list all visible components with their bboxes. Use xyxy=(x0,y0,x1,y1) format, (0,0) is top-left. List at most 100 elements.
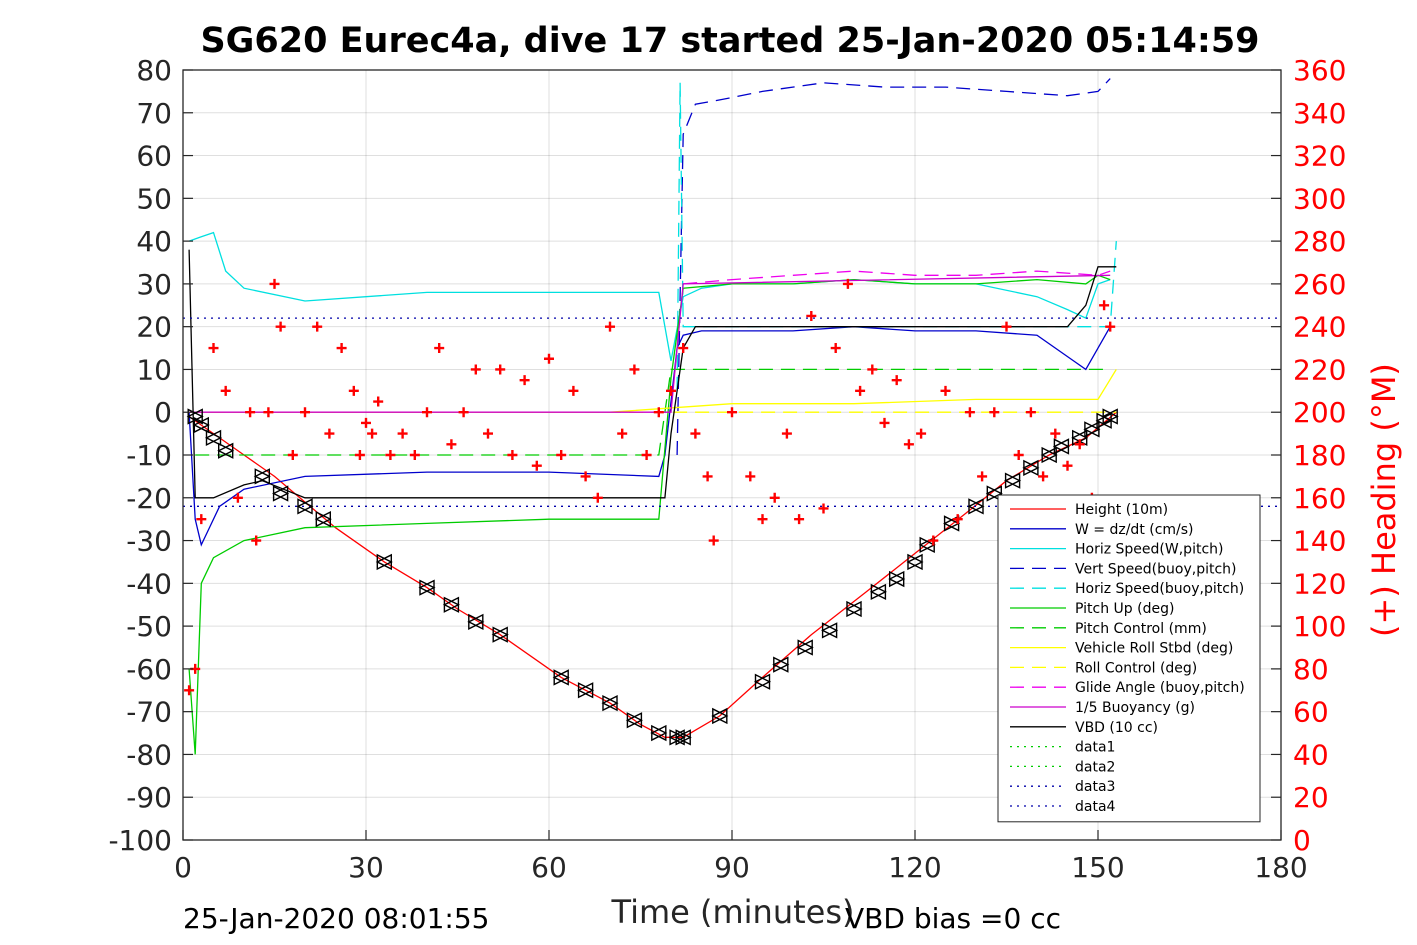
x-tick-label: 60 xyxy=(531,851,567,884)
heading-marker xyxy=(1074,439,1085,450)
heading-marker xyxy=(928,535,939,546)
heading-marker xyxy=(617,428,628,439)
y-tick-label: -90 xyxy=(126,781,172,814)
legend-entry: Vert Speed(buoy,pitch) xyxy=(1075,561,1237,577)
series-line-7 xyxy=(189,369,1117,413)
heading-marker xyxy=(745,471,756,482)
series-line-5 xyxy=(188,274,1111,755)
chart-title: SG620 Eurec4a, dive 17 started 25-Jan-20… xyxy=(200,21,1259,61)
series-line-9 xyxy=(683,270,1111,285)
right-y-tick-label: 20 xyxy=(1293,781,1329,814)
heading-marker xyxy=(641,450,652,460)
vbd-marker xyxy=(772,656,789,673)
heading-marker xyxy=(794,514,805,525)
heading-marker xyxy=(592,492,603,503)
vbd-marker xyxy=(985,485,1002,502)
y-tick-label: -50 xyxy=(126,610,172,643)
heading-marker xyxy=(458,407,469,418)
right-y-tick-label: 140 xyxy=(1293,525,1346,558)
vbd-marker xyxy=(1083,421,1100,438)
vbd-marker xyxy=(967,498,984,515)
heading-marker xyxy=(952,514,963,525)
heading-marker xyxy=(348,385,359,396)
heading-marker xyxy=(757,514,768,525)
legend-entry: Pitch Up (deg) xyxy=(1075,601,1174,617)
heading-marker xyxy=(507,450,518,460)
vbd-marker xyxy=(888,570,905,588)
heading-marker xyxy=(483,428,493,439)
legend-entry: Horiz Speed(W,pitch) xyxy=(1075,542,1223,558)
legend-entry: 1/5 Buoyancy (g) xyxy=(1075,700,1195,716)
vbd-marker xyxy=(601,694,618,712)
heading-marker xyxy=(903,439,914,450)
heading-marker xyxy=(580,471,591,482)
y-tick-label: 50 xyxy=(136,182,172,215)
legend: Height (10m) W = dz/dt (cm/s) Horiz Speed(… xyxy=(997,494,1261,823)
right-y-tick-label: 300 xyxy=(1293,182,1346,215)
heading-marker xyxy=(855,385,866,396)
heading-marker xyxy=(531,460,542,471)
heading-marker xyxy=(251,535,262,546)
heading-marker xyxy=(367,428,378,439)
series-line-3 xyxy=(676,78,1111,456)
heading-marker xyxy=(629,364,640,375)
vbd-marker xyxy=(552,669,569,686)
series-line-10 xyxy=(189,274,1111,413)
heading-marker xyxy=(1099,300,1110,311)
vbd-marker xyxy=(577,682,594,699)
right-y-tick-label: 280 xyxy=(1293,225,1346,258)
heading-marker xyxy=(220,385,231,396)
right-y-tick-label: 160 xyxy=(1293,482,1346,515)
vbd-marker xyxy=(845,600,862,618)
axis-ticks: 0 30 60 90 120 150 18080706050403020100-10-20-… xyxy=(108,54,1346,884)
footer-timestamp: 25-Jan-2020 08:01:55 xyxy=(183,902,489,935)
heading-marker xyxy=(385,450,396,460)
heading-marker xyxy=(678,343,689,354)
heading-marker xyxy=(605,321,615,332)
right-y-tick-label: 0 xyxy=(1293,824,1311,857)
vbd-marker xyxy=(668,729,685,746)
y-tick-label: 60 xyxy=(136,140,172,173)
legend-entry: Height (10m) xyxy=(1075,502,1168,518)
vbd-marker xyxy=(375,553,392,571)
x-tick-label: 30 xyxy=(348,851,384,884)
heading-marker xyxy=(208,343,219,354)
heading-marker xyxy=(891,375,902,386)
plot-area xyxy=(183,78,1281,755)
series-line-2 xyxy=(188,231,1111,362)
vbd-marker xyxy=(296,498,313,515)
heading-marker xyxy=(830,343,841,354)
y-tick-label: 40 xyxy=(136,225,172,258)
y-tick-label: -70 xyxy=(126,696,172,729)
y-tick-label: 10 xyxy=(136,353,172,386)
x-axis-label: Time (minutes) xyxy=(611,893,855,931)
heading-marker xyxy=(690,428,701,439)
heading-marker xyxy=(287,450,298,460)
vbd-marker xyxy=(491,626,508,643)
heading-marker xyxy=(568,385,579,396)
heading-marker xyxy=(653,407,664,418)
footer-vbd-bias: VBD bias =0 cc xyxy=(845,902,1061,935)
vbd-marker xyxy=(253,468,270,485)
heading-marker xyxy=(397,428,408,439)
heading-marker xyxy=(422,407,432,418)
legend-entry: Roll Control (deg) xyxy=(1075,660,1197,676)
vbd-marker xyxy=(442,596,460,613)
y-tick-label: 0 xyxy=(154,396,172,429)
heading-marker xyxy=(1025,407,1036,418)
legend-entry: data4 xyxy=(1075,799,1116,815)
vbd-marker xyxy=(711,707,728,725)
heading-marker xyxy=(666,385,676,396)
heading-marker xyxy=(916,428,927,439)
heading-marker xyxy=(867,364,878,375)
vbd-marker xyxy=(272,485,289,502)
heading-marker xyxy=(727,407,737,418)
heading-marker xyxy=(702,471,713,482)
x-tick-label: 180 xyxy=(1254,851,1307,884)
vbd-marker xyxy=(315,511,332,528)
right-y-tick-label: 260 xyxy=(1293,268,1346,301)
heading-marker xyxy=(769,492,780,503)
vbd-marker xyxy=(797,639,814,656)
heading-marker xyxy=(434,343,445,354)
right-y-tick-label: 320 xyxy=(1293,140,1346,173)
